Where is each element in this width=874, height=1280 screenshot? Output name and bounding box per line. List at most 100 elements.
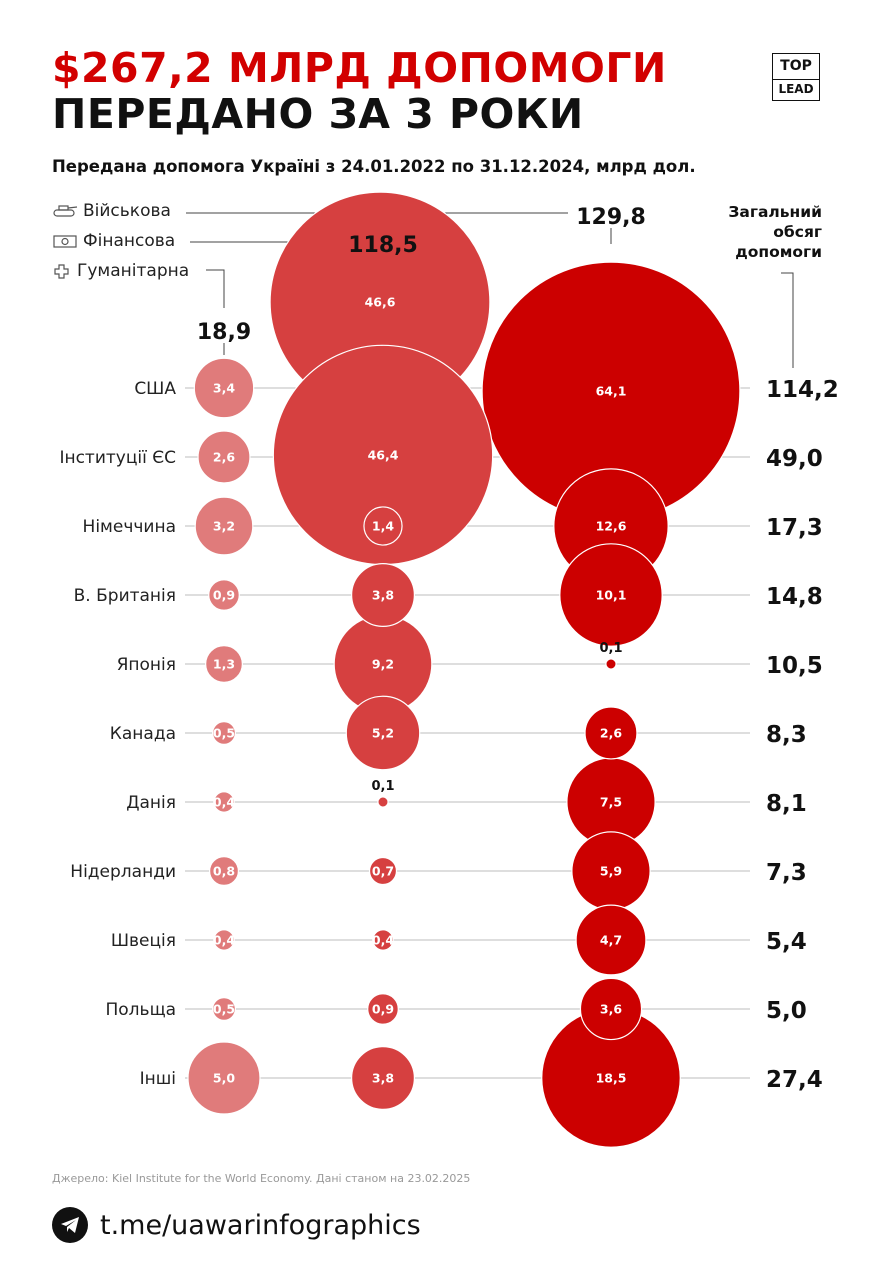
financial-bubble (377, 796, 389, 808)
total-value: 7,3 (766, 860, 807, 886)
total-value: 17,3 (766, 515, 823, 541)
chart-subtitle: Передана допомога Україні з 24.01.2022 п… (52, 157, 696, 176)
tank-icon (53, 205, 78, 217)
bubble-chart: 64,1 46,6 46,4 18,5 12,6 10,1 9,2 7,5 5,9 5,2 5,0 4… (59, 191, 839, 1148)
page-title-line1: $267,2 МЛРД ДОПОМОГИ (52, 44, 667, 92)
military-value-label: 12,6 (596, 519, 627, 534)
country-label: Польща (106, 1000, 177, 1020)
humanitarian-bubble (213, 929, 235, 951)
military-value-label: 5,9 (600, 864, 622, 879)
country-label: США (134, 379, 176, 399)
logo-top-text: TOP (780, 58, 812, 74)
humanitarian-value-label: 0,9 (213, 588, 235, 603)
financial-bubble (363, 506, 403, 546)
military-value-label: 2,6 (600, 726, 622, 741)
legend-military-label: Військова (83, 201, 171, 221)
humanitarian-bubble (193, 357, 255, 419)
financial-bubble (368, 856, 398, 886)
humanitarian-value-label: 3,4 (213, 381, 235, 396)
military-value-label: 18,5 (596, 1071, 627, 1086)
financial-bubble (367, 993, 399, 1025)
financial-value-label: 0,4 (372, 933, 394, 948)
financial-value-label: 3,8 (372, 1071, 394, 1086)
humanitarian-value-label: 2,6 (213, 450, 235, 465)
military-bubble (559, 543, 663, 647)
humanitarian-value-label: 0,4 (213, 795, 235, 810)
total-value: 27,4 (766, 1067, 823, 1093)
total-value: 8,3 (766, 722, 807, 748)
total-value: 49,0 (766, 446, 823, 472)
labels: 129,8 118,5 18,9 США 114,2 Інституції ЄС 49,0 Н… (59, 205, 838, 1093)
humanitarian-value-label: 0,5 (213, 726, 235, 741)
footer: t.me/uawarinfographics (52, 1207, 421, 1243)
financial-value-label: 0,1 (371, 779, 394, 794)
legend-humanitarian: Гуманітарна (52, 261, 189, 281)
humanitarian-value-label: 1,3 (213, 657, 235, 672)
legend-military: Військова (52, 201, 171, 221)
humanitarian-bubble (205, 645, 243, 683)
legend-financial: Фінансова (52, 231, 175, 251)
financial-bubble (351, 563, 415, 627)
total-column-header: Загальний обсяг допомоги (700, 202, 822, 262)
military-bubble (584, 706, 638, 760)
telegram-link[interactable]: t.me/uawarinfographics (100, 1209, 421, 1241)
logo-bottom-text: LEAD (773, 79, 819, 97)
military-value-label: 0,1 (599, 641, 622, 656)
humanitarian-bubble (187, 1041, 261, 1115)
bubbles: 64,1 46,6 46,4 18,5 12,6 10,1 9,2 7,5 5,9 5,2 5,0 4… (187, 191, 741, 1148)
military-value-label: 10,1 (596, 588, 627, 603)
financial-value-label: 5,2 (372, 726, 394, 741)
page-title-line2: ПЕРЕДАНО ЗА 3 РОКИ (52, 90, 584, 138)
country-label: Німеччина (83, 517, 176, 537)
humanitarian-bubble (212, 721, 236, 745)
total-value: 114,2 (766, 377, 839, 403)
legend-financial-label: Фінансова (83, 231, 176, 251)
military-bubble (575, 904, 647, 976)
humanitarian-bubble (213, 791, 235, 813)
financial-series-total: 118,5 (348, 233, 418, 258)
military-value-label: 3,6 (600, 1002, 622, 1017)
humanitarian-bubble (208, 579, 240, 611)
money-icon (53, 235, 77, 248)
country-label: Данія (126, 793, 176, 813)
country-label: Інші (140, 1069, 176, 1089)
total-header-line: Загальний (728, 203, 822, 221)
legend-humanitarian-label: Гуманітарна (77, 261, 190, 281)
humanitarian-bubble (212, 997, 236, 1021)
financial-value-label: 0,7 (372, 864, 394, 879)
military-value-label: 4,7 (600, 933, 622, 948)
humanitarian-value-label: 0,8 (213, 864, 235, 879)
humanitarian-value-label: 5,0 (213, 1071, 235, 1086)
humanitarian-value-label: 0,4 (213, 933, 235, 948)
military-bubble (605, 658, 617, 670)
telegram-icon (52, 1207, 88, 1243)
total-header-line: допомоги (735, 243, 822, 261)
humanitarian-leader-line (206, 269, 225, 308)
top-lead-logo: TOP LEAD (772, 53, 820, 101)
source-note: Джерело: Kiel Institute for the World Ec… (52, 1172, 471, 1185)
country-label: Японія (117, 655, 176, 675)
humanitarian-bubble (197, 430, 251, 484)
financial-value-label: 3,8 (372, 588, 394, 603)
financial-value-label: 46,4 (368, 448, 399, 463)
total-header-line: обсяг (773, 223, 822, 241)
humanitarian-bubble (194, 496, 254, 556)
financial-bubble (351, 1046, 415, 1110)
humanitarian-value-label: 3,2 (213, 519, 235, 534)
cross-icon (54, 264, 69, 279)
financial-bubble (345, 695, 421, 771)
total-value: 5,4 (766, 929, 807, 955)
total-value: 14,8 (766, 584, 823, 610)
country-label: Нідерланди (70, 862, 176, 882)
total-value: 8,1 (766, 791, 807, 817)
financial-bubble (372, 929, 394, 951)
financial-value-label: 9,2 (372, 657, 394, 672)
total-value: 5,0 (766, 998, 807, 1024)
country-label: Інституції ЄС (59, 448, 176, 468)
country-label: В. Британія (74, 586, 176, 606)
military-value-label: 64,1 (596, 384, 627, 399)
military-value-label: 7,5 (600, 795, 622, 810)
humanitarian-series-total: 18,9 (197, 320, 251, 345)
total-header-leader-line (781, 272, 794, 368)
country-label: Канада (110, 724, 176, 744)
